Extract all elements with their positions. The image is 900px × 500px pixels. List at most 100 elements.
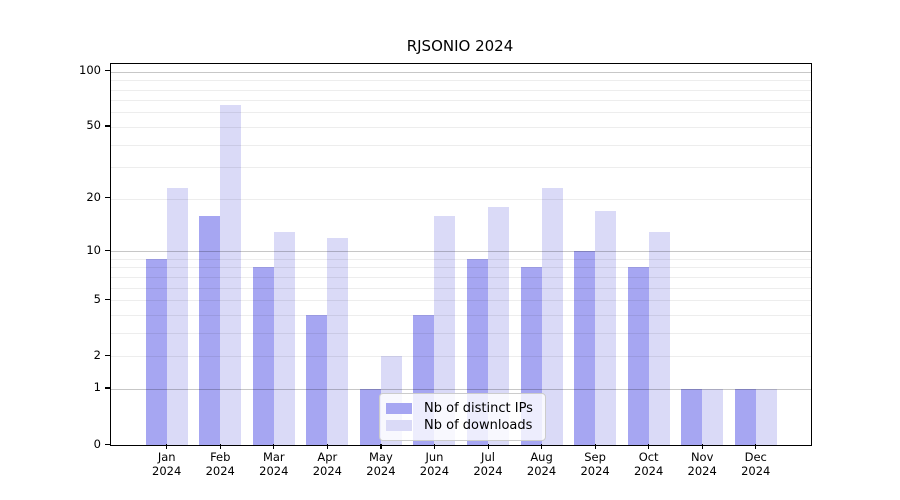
bar-downloads — [273, 231, 295, 445]
x-tick-label-line: Aug — [530, 450, 553, 464]
x-tick-label: Nov 2024 — [667, 450, 737, 478]
x-tick-label-line: Apr — [317, 450, 338, 464]
y-tick-mark — [105, 249, 110, 251]
bar-downloads — [327, 237, 349, 445]
grid-line-major — [111, 388, 811, 390]
grid-line-minor — [111, 198, 811, 200]
x-tick-label-line: 2024 — [741, 464, 771, 478]
legend-entry-downloads: Nb of downloads — [386, 417, 533, 434]
y-tick-label: 1 — [93, 380, 101, 395]
y-tick-label: 100 — [79, 63, 101, 78]
x-tick-label: Jul 2024 — [453, 450, 523, 478]
x-tick-label: Jun 2024 — [399, 450, 469, 478]
x-tick-mark — [219, 444, 221, 450]
grid-line-minor — [111, 332, 811, 334]
bar-distinct-ips — [145, 258, 167, 445]
x-tick-label: May 2024 — [346, 450, 416, 478]
x-tick-mark — [433, 444, 436, 450]
x-tick-label-line: Feb — [210, 450, 231, 464]
x-tick-label: Dec 2024 — [721, 450, 791, 478]
legend-entry-distinct-ips: Nb of distinct IPs — [386, 400, 533, 417]
grid-line-minor — [111, 80, 811, 82]
x-tick-label-line: Jul — [481, 450, 495, 464]
x-tick-label-line: 2024 — [419, 464, 450, 478]
x-tick-mark — [648, 444, 650, 450]
x-tick-label-line: 2024 — [205, 464, 235, 478]
bar-distinct-ips — [574, 251, 596, 445]
x-tick-mark — [487, 444, 489, 450]
x-tick-mark — [541, 444, 543, 450]
grid-line-minor — [111, 100, 811, 102]
x-tick-label-line: Oct — [638, 450, 659, 464]
bar-distinct-ips — [681, 388, 703, 445]
x-tick-label-line: 2024 — [687, 464, 717, 478]
bar-downloads — [166, 187, 188, 445]
bar-downloads — [702, 388, 724, 445]
bar-distinct-ips — [734, 388, 756, 445]
grid-line-minor — [111, 267, 811, 269]
y-tick-mark — [105, 387, 110, 389]
x-tick-label-line: 2024 — [526, 464, 557, 478]
bar-distinct-ips — [306, 314, 328, 445]
x-tick-label-line: 2024 — [259, 464, 289, 478]
legend-label-distinct-ips: Nb of distinct IPs — [424, 401, 533, 416]
y-tick-label: 10 — [86, 242, 101, 257]
x-tick-label-line: 2024 — [634, 464, 664, 478]
bar-downloads — [434, 215, 456, 445]
grid-line-minor — [111, 89, 811, 91]
grid-line-minor — [111, 300, 811, 301]
bar-distinct-ips — [359, 388, 381, 445]
x-tick-label-line: 2024 — [312, 464, 342, 478]
x-tick-label: Feb 2024 — [185, 450, 255, 478]
x-tick-mark — [273, 444, 275, 450]
grid-line-minor — [111, 314, 811, 316]
bar-downloads — [541, 187, 563, 445]
y-tick-label: 2 — [93, 347, 101, 362]
grid-line-major — [111, 251, 811, 252]
x-tick-label-line: 2024 — [152, 464, 182, 478]
y-tick-mark — [105, 70, 110, 72]
x-tick-mark — [166, 444, 168, 450]
x-tick-label-line: 2024 — [473, 464, 503, 478]
y-tick-mark — [105, 298, 110, 300]
x-tick-label: Oct 2024 — [614, 450, 684, 478]
x-tick-mark — [594, 444, 596, 450]
bar-distinct-ips — [252, 267, 274, 445]
chart-title: RJSONIO 2024 — [406, 37, 514, 55]
grid-line-minor — [111, 167, 811, 169]
x-tick-label-line: Jun — [425, 450, 444, 464]
x-tick-label-line: 2024 — [366, 464, 396, 478]
legend: Nb of distinct IPs Nb of downloads — [379, 393, 546, 441]
grid-line-minor — [111, 287, 811, 289]
bar-downloads — [648, 231, 670, 445]
x-tick-label: Sep 2024 — [560, 450, 630, 478]
y-tick-label: 50 — [86, 118, 101, 133]
bar-downloads — [755, 388, 777, 445]
x-tick-mark — [755, 444, 757, 450]
y-tick-mark — [105, 443, 110, 445]
x-tick-label: Apr 2024 — [292, 450, 362, 478]
x-tick-mark — [380, 444, 382, 450]
bar-downloads — [488, 206, 509, 445]
x-tick-label-line: Nov — [690, 450, 714, 464]
y-tick-label: 0 — [93, 436, 101, 451]
y-tick-mark — [105, 197, 110, 199]
grid-line-major — [111, 71, 811, 73]
grid-line-minor — [111, 356, 811, 358]
grid-line-minor — [111, 144, 811, 146]
x-tick-mark — [701, 444, 703, 450]
x-tick-label-line: May — [369, 450, 393, 464]
x-tick-label-line: Sep — [584, 450, 606, 464]
bar-distinct-ips — [199, 215, 221, 445]
x-tick-mark — [326, 444, 329, 450]
y-tick-mark — [105, 125, 110, 127]
y-tick-label: 20 — [86, 190, 101, 205]
x-tick-label: Aug 2024 — [507, 450, 577, 478]
x-tick-label-line: Dec — [744, 450, 767, 464]
plot-area — [110, 63, 812, 446]
x-tick-label-line: Mar — [262, 450, 285, 464]
x-tick-label-line: 2024 — [580, 464, 610, 478]
legend-label-downloads: Nb of downloads — [424, 418, 533, 433]
y-tick-mark — [105, 354, 110, 356]
